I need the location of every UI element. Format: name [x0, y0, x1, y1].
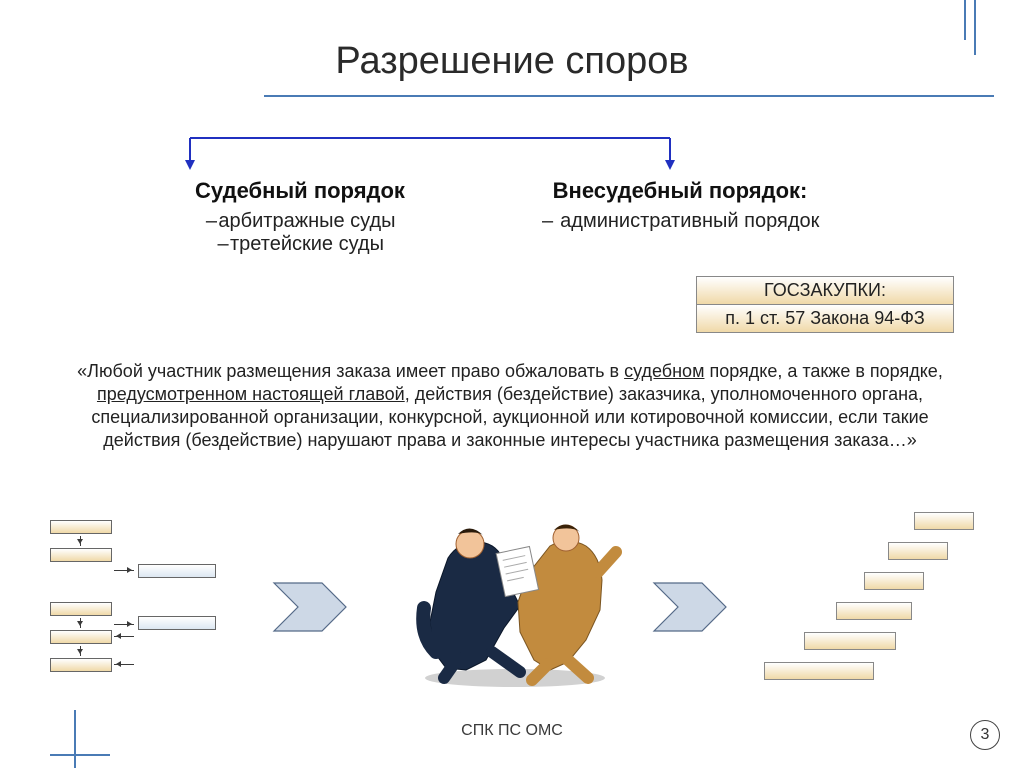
chevron-icon: [650, 578, 730, 636]
quote-block: «Любой участник размещения заказа имеет …: [60, 360, 960, 452]
title-block: Разрешение споров: [0, 40, 1024, 83]
column-judicial: Судебный порядок –арбитражные суды –трет…: [110, 178, 490, 256]
list-item: третейские суды: [230, 233, 384, 255]
title-underline: [264, 95, 994, 97]
page-number: 3: [970, 720, 1000, 750]
quote-underline: судебном: [624, 361, 704, 381]
bottom-illustration: [50, 520, 974, 700]
fighters-icon: [400, 510, 630, 690]
page-title: Разрешение споров: [0, 40, 1024, 83]
flowchart-icon: [50, 520, 250, 690]
quote-underline: предусмотренном настоящей главой: [97, 384, 405, 404]
decor-bottom-left: [50, 708, 110, 768]
law-box-title: ГОСЗАКУПКИ:: [697, 277, 953, 305]
split-bracket: [180, 130, 680, 172]
stairs-icon: [764, 512, 974, 682]
col-heading-extrajudicial: Внесудебный порядок:: [490, 178, 870, 204]
col-items-judicial: –арбитражные суды –третейские суды: [110, 210, 490, 256]
col-items-extrajudicial: – административный порядок: [490, 210, 870, 233]
law-box-stack: ГОСЗАКУПКИ: п. 1 ст. 57 Закона 94-ФЗ: [696, 276, 954, 333]
footer-label: СПК ПС ОМС: [0, 722, 1024, 740]
chevron-icon: [270, 578, 350, 636]
quote-text: порядке, а также в порядке,: [704, 361, 942, 381]
quote-text: «Любой участник размещения заказа имеет …: [77, 361, 624, 381]
col-heading-judicial: Судебный порядок: [110, 178, 490, 204]
list-item: административный порядок: [560, 210, 819, 232]
law-box-ref: п. 1 ст. 57 Закона 94-ФЗ: [697, 305, 953, 332]
column-extrajudicial: Внесудебный порядок: – административный …: [490, 178, 870, 233]
list-item: арбитражные суды: [218, 210, 395, 232]
